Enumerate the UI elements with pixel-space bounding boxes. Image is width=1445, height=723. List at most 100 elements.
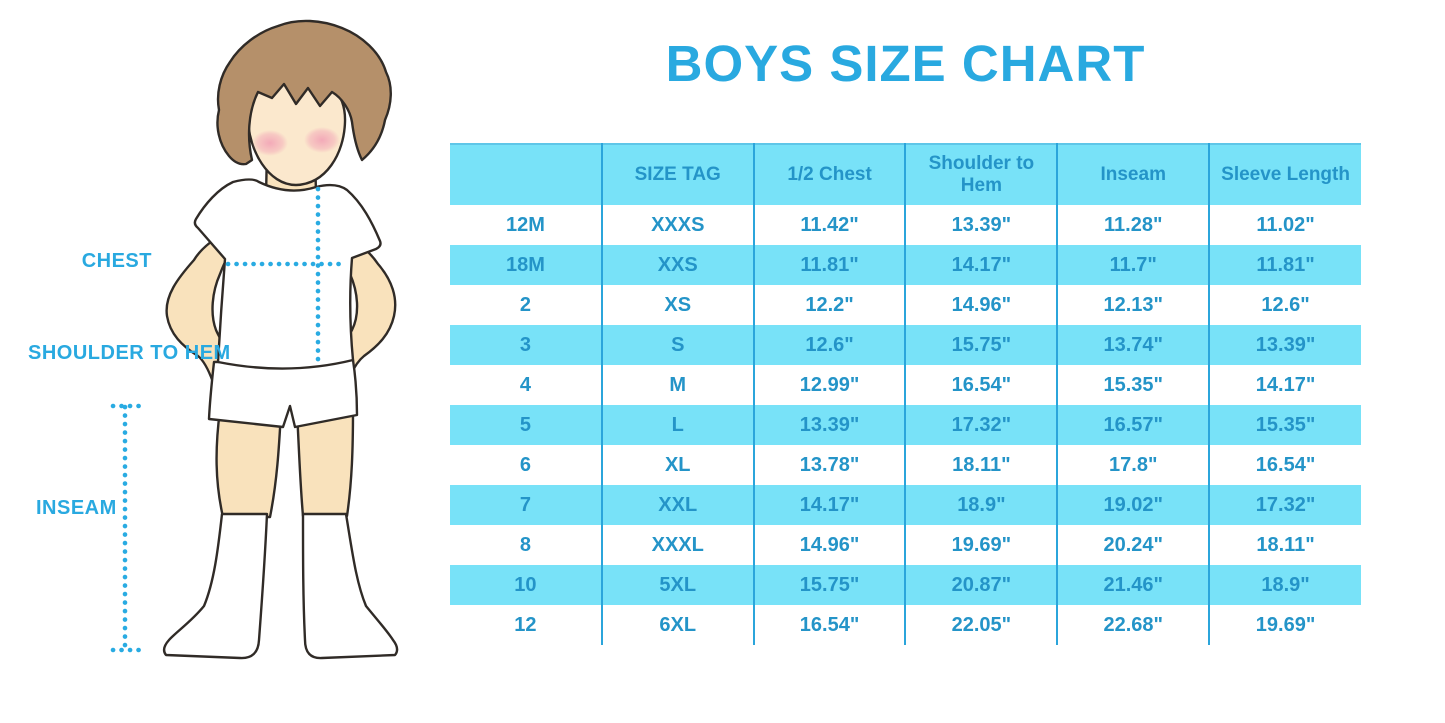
table-cell: 3	[519, 333, 531, 356]
table-cell: 13.39"	[1208, 325, 1361, 365]
column-header: Sleeve Length	[1208, 144, 1361, 205]
table-cell: 19.69"	[904, 525, 1058, 565]
boy-figure-illustration	[110, 19, 399, 660]
table-cell: XXS	[600, 245, 754, 285]
table-cell: 21.46"	[1056, 565, 1210, 605]
table-cell: 12.6"	[752, 325, 906, 365]
table-cell: 19.02"	[1056, 485, 1210, 525]
table-cell: 15.75"	[752, 565, 906, 605]
table-cell: 12M	[505, 213, 545, 236]
table-cell: 6XL	[600, 605, 754, 645]
table-cell: 15.75"	[904, 325, 1058, 365]
column-header: Inseam	[1056, 144, 1210, 205]
table-cell: 11.7"	[1056, 245, 1210, 285]
table-cell: 15.35"	[1056, 365, 1210, 405]
table-cell: 18.9"	[1208, 565, 1361, 605]
table-cell: 16.54"	[904, 365, 1058, 405]
table-row: 18M XXS 11.81" 14.17" 11.7" 11.81"	[450, 245, 1361, 285]
table-cell: 22.68"	[1056, 605, 1210, 645]
table-cell: L	[600, 405, 754, 445]
table-cell: 16.54"	[1208, 445, 1361, 485]
hair	[216, 19, 392, 166]
table-body: 12M XXXS 11.42" 13.39" 11.28" 11.02" 18M XXS 11.…	[450, 205, 1361, 645]
t-shirt	[193, 178, 382, 370]
table-cell: 14.96"	[904, 285, 1058, 325]
table-cell: 11.02"	[1208, 205, 1361, 245]
table-cell: 20.24"	[1056, 525, 1210, 565]
table-cell: 13.74"	[1056, 325, 1210, 365]
table-cell: 18M	[505, 253, 545, 276]
table-cell: 14.96"	[752, 525, 906, 565]
table-row: 6 XL 13.78" 18.11" 17.8" 16.54"	[450, 445, 1361, 485]
table-cell: 16.57"	[1056, 405, 1210, 445]
table-cell: 19.69"	[1208, 605, 1361, 645]
shorts	[207, 358, 359, 429]
table-row: 2 XS 12.2" 14.96" 12.13" 12.6"	[450, 285, 1361, 325]
table-row: 5 L 13.39" 17.32" 16.57" 15.35"	[450, 405, 1361, 445]
table-cell: S	[600, 325, 754, 365]
table-cell: 17.32"	[1208, 485, 1361, 525]
table-cell: 17.8"	[1056, 445, 1210, 485]
left-sock	[162, 512, 269, 660]
left-leg	[215, 408, 283, 519]
shoulder-to-hem-label: SHOULDER TO HEM	[28, 342, 231, 364]
table-head: SIZE TAG 1/2 Chest Shoulder to Hem Inseam Sl…	[450, 144, 1361, 205]
column-header: Shoulder to Hem	[904, 144, 1058, 205]
table-cell: 7	[519, 493, 531, 516]
table-cell: 11.81"	[1208, 245, 1361, 285]
table-cell: 13.78"	[752, 445, 906, 485]
table-cell: 14.17"	[1208, 365, 1361, 405]
table-cell: XS	[600, 285, 754, 325]
table-row: 4 M 12.99" 16.54" 15.35" 14.17"	[450, 365, 1361, 405]
table-cell: 12.6"	[1208, 285, 1361, 325]
table-cell: 12.2"	[752, 285, 906, 325]
table-cell: 14.17"	[904, 245, 1058, 285]
measurement-guides	[110, 186, 345, 653]
table-cell: 2	[519, 293, 531, 316]
table-cell: 6	[519, 453, 531, 476]
table-row: 3 S 12.6" 15.75" 13.74" 13.39"	[450, 325, 1361, 365]
table-cell: 11.42"	[752, 205, 906, 245]
table-cell: 12.13"	[1056, 285, 1210, 325]
column-header	[450, 144, 602, 205]
header-row: SIZE TAG 1/2 Chest Shoulder to Hem Inseam Sl…	[450, 144, 1361, 205]
table-cell: 10	[514, 573, 537, 596]
chest-label: CHEST	[81, 250, 152, 272]
table-cell: 18.11"	[1208, 525, 1361, 565]
table-cell: 8	[519, 533, 531, 556]
page-title: BOYS SIZE CHART	[665, 35, 1146, 92]
table-row: 8 XXXL 14.96" 19.69" 20.24" 18.11"	[450, 525, 1361, 565]
right-sock	[301, 512, 399, 660]
left-cheek-blush	[252, 130, 288, 156]
table-cell: 11.28"	[1056, 205, 1210, 245]
table-cell: 5XL	[600, 565, 754, 605]
table-row: 12M XXXS 11.42" 13.39" 11.28" 11.02"	[450, 205, 1361, 245]
table-row: 12 6XL 16.54" 22.05" 22.68" 19.69"	[450, 605, 1361, 645]
table-cell: 18.11"	[904, 445, 1058, 485]
table-row: 10 5XL 15.75" 20.87" 21.46" 18.9"	[450, 565, 1361, 605]
column-header: SIZE TAG	[600, 144, 754, 205]
column-header: 1/2 Chest	[752, 144, 906, 205]
right-cheek-blush	[304, 127, 340, 153]
table-cell: 22.05"	[904, 605, 1058, 645]
table-cell: 13.39"	[904, 205, 1058, 245]
inseam-label: INSEAM	[36, 497, 117, 519]
table-cell: XXXL	[600, 525, 754, 565]
table-cell: 20.87"	[904, 565, 1058, 605]
table-cell: 5	[519, 413, 531, 436]
table-cell: XXL	[600, 485, 754, 525]
table-cell: 15.35"	[1208, 405, 1361, 445]
table-cell: 4	[519, 373, 531, 396]
table-cell: XXXS	[600, 205, 754, 245]
table-cell: M	[600, 365, 754, 405]
table-cell: 13.39"	[752, 405, 906, 445]
table-cell: 17.32"	[904, 405, 1058, 445]
table-cell: XL	[600, 445, 754, 485]
table-cell: 12.99"	[752, 365, 906, 405]
table-row: 7 XXL 14.17" 18.9" 19.02" 17.32"	[450, 485, 1361, 525]
table-cell: 11.81"	[752, 245, 906, 285]
table-cell: 16.54"	[752, 605, 906, 645]
table-cell: 18.9"	[904, 485, 1058, 525]
size-table: SIZE TAG 1/2 Chest Shoulder to Hem Inseam Sl…	[450, 143, 1361, 645]
